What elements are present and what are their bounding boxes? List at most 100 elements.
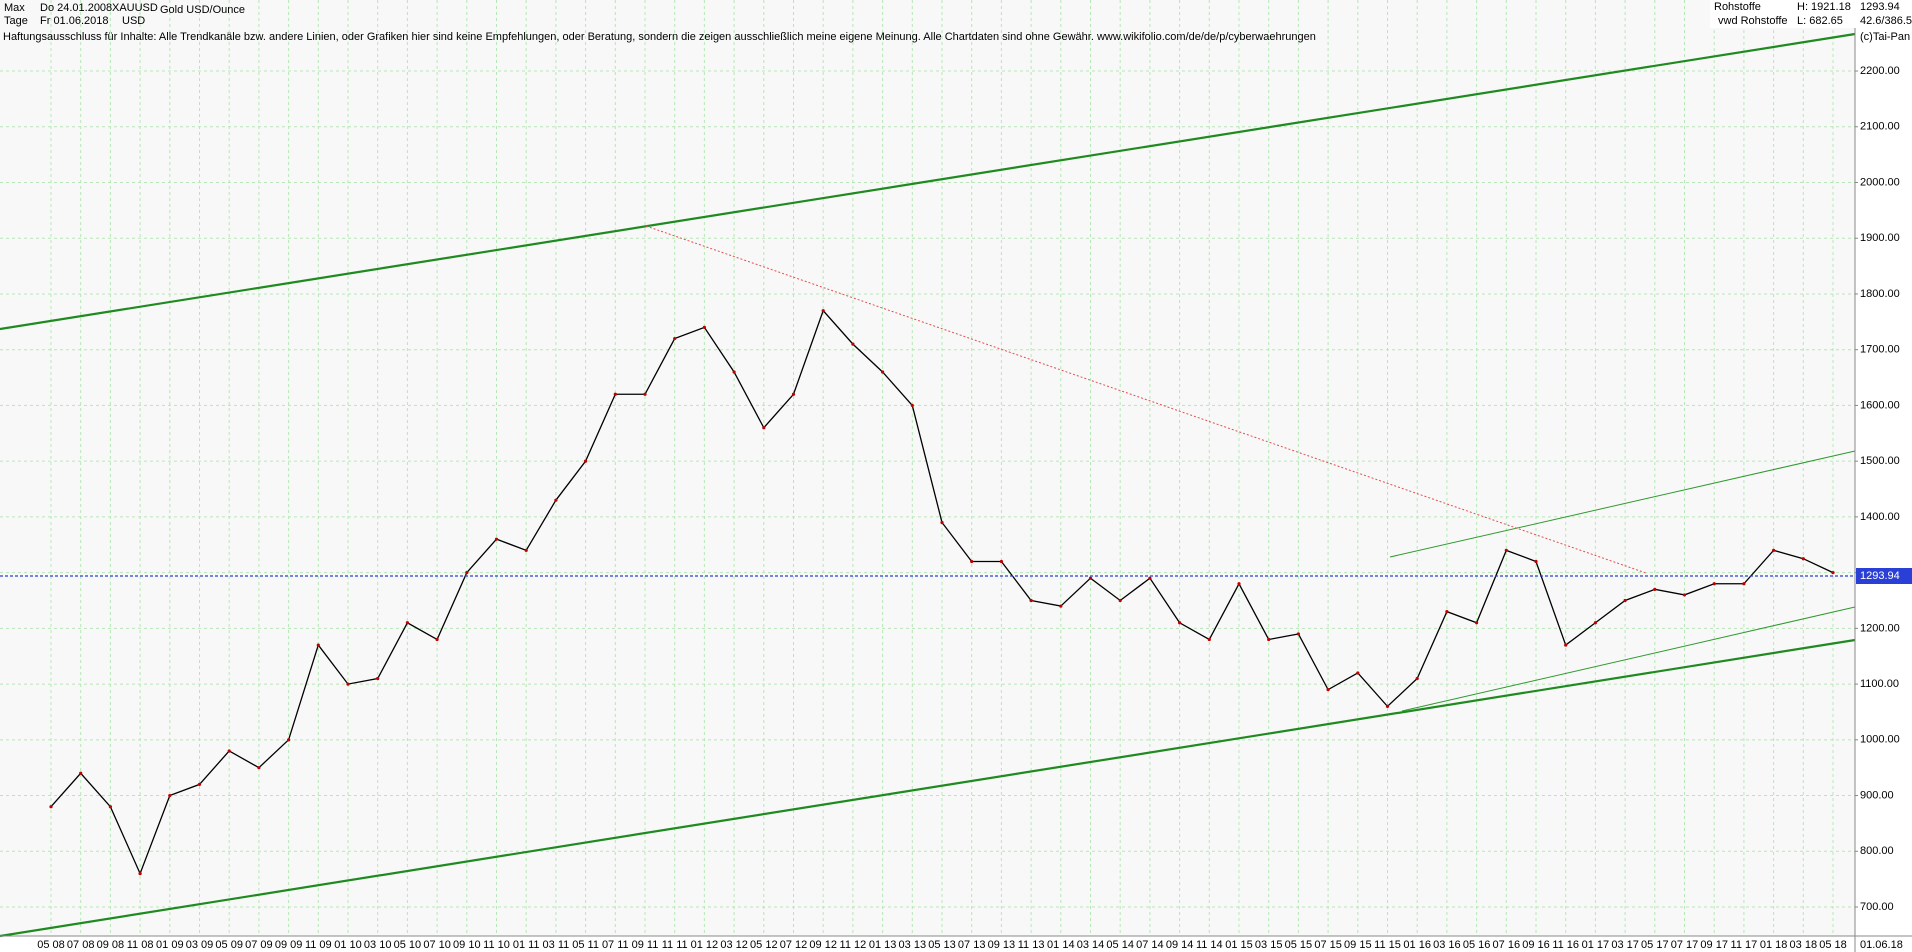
low: L: 682.65 [1797,15,1843,27]
price-point [197,782,202,787]
y-tick-label: 1700.00 [1860,344,1900,356]
x-tick-label: 07 17 [1671,939,1699,951]
price-point [287,738,291,742]
price-point [1445,610,1449,614]
x-tick-label: 07 09 [245,939,273,951]
x-tick-label: 09 12 [809,939,837,951]
x-tick-label: 11 17 [1731,939,1758,951]
price-point [494,537,499,541]
price-point [1207,637,1211,642]
y-tick-label: 2200.00 [1860,65,1900,77]
x-tick-label: 09 13 [988,939,1016,951]
price-point [1564,643,1568,647]
x-tick-label: 07 13 [958,939,986,951]
price-point [138,871,142,876]
x-tick-label: 07 11 [602,939,629,951]
price-point [79,771,83,775]
end-date-label: 01.06.18 [1860,939,1903,951]
price-point [1385,704,1390,708]
price-point [1118,598,1122,603]
price-point [702,325,707,329]
x-tick-label: 01 17 [1582,939,1610,951]
price-point [1178,621,1182,625]
end-label-box [1856,937,1912,952]
x-tick-label: 07 16 [1493,939,1521,951]
x-tick-label: 07 08 [67,939,95,951]
price-point [1088,576,1093,580]
x-tick-label: 03 11 [543,939,570,951]
disclaimer: Haftungsausschluss für Inhalte: Alle Tre… [3,31,1316,43]
x-tick-label: 07 14 [1136,939,1164,951]
source: vwd Rohstoffe [1718,15,1788,27]
price-point [1682,593,1687,597]
price-point [1296,632,1300,636]
price-point [1623,598,1627,603]
x-tick-label: 05 14 [1106,939,1134,951]
x-tick-label: 11 08 [127,939,154,951]
x-tick-label: 01 15 [1225,939,1253,951]
price-point [1593,621,1597,625]
price-point [1712,582,1716,586]
price-point [1326,688,1330,692]
x-tick-label: 05 18 [1819,939,1847,951]
y-tick-label: 2000.00 [1860,176,1900,188]
plot-background [0,0,1855,936]
trend-line [1389,450,1856,558]
x-tick-label: 05 12 [750,939,778,951]
x-tick-label: 01 16 [1403,939,1431,951]
x-tick-label: 03 16 [1433,939,1461,951]
last-price: 1293.94 [1860,1,1900,13]
x-tick-label: 07 10 [423,939,451,951]
x-tick-label: 01 10 [334,939,362,951]
end-date: Fr 01.06.2018 [40,15,109,27]
x-tick-label: 05 10 [394,939,422,951]
price-point [851,342,855,346]
y-tick-label: 1000.00 [1860,734,1900,746]
y-tick-label: 1800.00 [1860,288,1900,300]
price-point [673,336,677,341]
x-tick-label: 05 09 [215,939,243,951]
x-tick-label: 11 11 [662,939,688,951]
price-point [554,498,558,502]
current-price-label: 1293.94 [1860,570,1900,582]
price-point [1475,621,1479,625]
price-point [1237,582,1241,586]
x-tick-label: 11 16 [1552,939,1579,951]
price-point [465,571,469,575]
period: Tage [4,15,28,27]
x-tick-label: 09 10 [453,939,481,951]
price-point [376,676,380,681]
price-point [1029,598,1033,603]
price-point [316,643,320,647]
price-point [732,370,736,374]
marks [49,309,1835,876]
x-tick-label: 09 17 [1700,939,1728,951]
price-point [108,805,112,809]
price-point [1831,571,1835,575]
x-tick-label: 07 12 [780,939,808,951]
x-tick-label: 03 12 [720,939,748,951]
y-tick-label: 700.00 [1860,901,1894,913]
y-tick-label: 800.00 [1860,845,1894,857]
price-point [1504,548,1508,552]
x-tick-label: 05 17 [1641,939,1669,951]
x-tick-label: 03 09 [186,939,214,951]
x-tick-label: 11 13 [1018,939,1045,951]
price-point [762,426,766,430]
y-tick-label: 1400.00 [1860,511,1900,523]
x-tick-label: 03 15 [1255,939,1283,951]
price-point [1801,557,1805,561]
info-box [1710,0,1912,28]
x-tick-label: 05 15 [1285,939,1313,951]
price-point [643,392,647,396]
x-tick-label: 09 09 [275,939,303,951]
y-tick-label: 1500.00 [1860,455,1900,467]
x-tick-label: 01 13 [869,939,897,951]
trend-channel-lower [0,638,1856,938]
price-point [168,793,172,798]
y-tick-label: 2100.00 [1860,121,1900,133]
copyright: (c)Tai-Pan [1860,31,1910,43]
currency: USD [122,15,145,27]
y-tick-label: 900.00 [1860,789,1894,801]
y-tick-label: 1200.00 [1860,622,1900,634]
